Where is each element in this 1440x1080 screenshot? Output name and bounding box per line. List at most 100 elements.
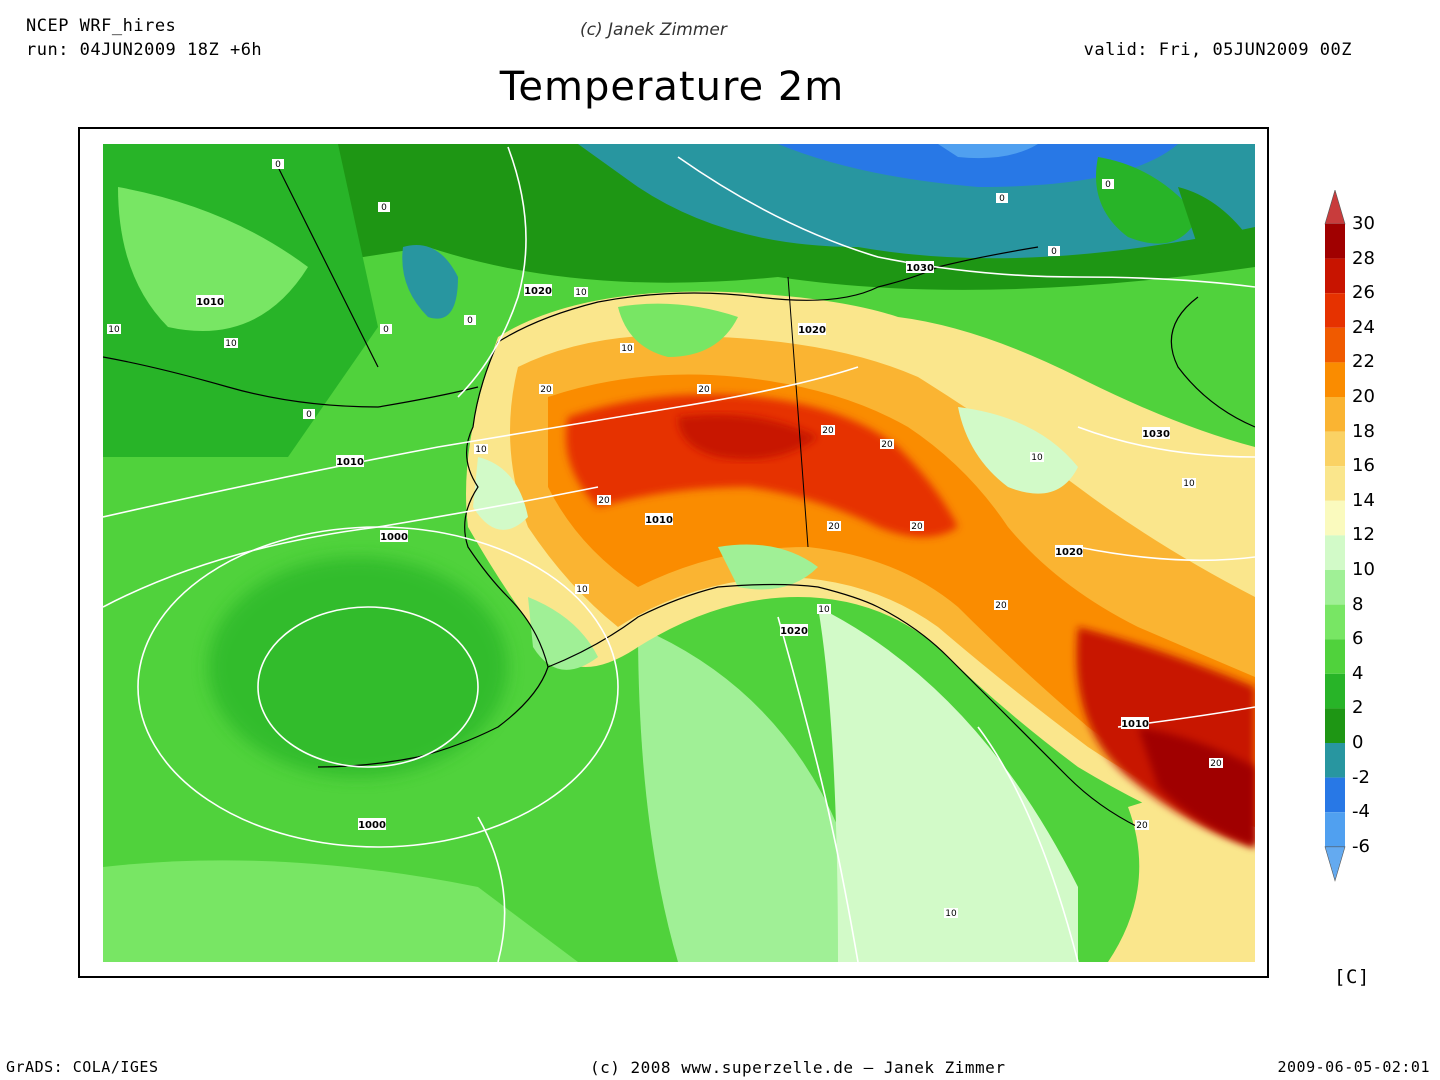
isotherm-label: 10 [817,604,831,615]
field-islands [1096,157,1198,244]
field-islands-2 [1178,187,1248,255]
svg-text:1020: 1020 [780,626,808,637]
isobar-label: 1000 [358,818,386,831]
svg-text:20: 20 [911,522,923,532]
isobar-1030 [677,156,1255,288]
svg-text:10: 10 [475,445,487,455]
svg-text:10: 10 [576,585,588,595]
legend-tick-label: 10 [1352,559,1375,580]
temperature-field [103,144,1255,962]
svg-text:1030: 1030 [906,263,934,274]
temperature-map: 1030 1030 1020 1020 1020 1020 1010 1010 … [103,144,1255,962]
isobar-label: 1010 [336,455,364,468]
legend-tick-label: 2 [1352,697,1364,719]
east-coast [1170,296,1255,428]
legend-box [1325,466,1345,501]
siberia-coast [103,356,479,408]
isotherm-label: 20 [821,425,835,436]
legend-tick-label: 6 [1352,628,1364,650]
legend-box [1325,570,1345,605]
footer-software: GrADS: COLA/IGES [6,1058,159,1076]
isotherm-label: 20 [597,495,611,506]
isobar-1030-east [1077,426,1255,458]
legend-tick-label: -4 [1352,801,1370,823]
isotherm-label: 0 [378,202,390,213]
isotherm-label: 10 [1182,478,1196,489]
isotherm-label: 10 [1030,452,1044,463]
legend-box [1325,431,1345,467]
isotherm-label: 20 [1209,758,1223,769]
isotherm-label: 20 [994,600,1008,611]
svg-text:1000: 1000 [358,820,386,831]
svg-text:1010: 1010 [645,515,673,526]
isobar-label: 1000 [380,530,408,543]
field-10-gulf [638,627,838,962]
isotherm-label: 20 [1135,820,1149,831]
author-credit: (c) Janek Zimmer [580,20,727,40]
legend-box [1325,224,1345,259]
legend-box [1325,812,1345,847]
svg-text:1020: 1020 [798,325,826,336]
run-time: run: 04JUN2009 18Z +6h [26,40,263,60]
field-26-interior [678,414,818,460]
isotherm-label: 10 [107,324,121,335]
legend-tick-label: 24 [1352,316,1375,338]
isobar-1020-east [1077,546,1255,562]
svg-text:0: 0 [275,160,281,170]
svg-text:1010: 1010 [336,457,364,468]
temperature-legend [1324,190,1346,882]
isobar-1000 [103,486,599,608]
legend-box [1325,777,1345,813]
isobar-1020-west [457,146,527,398]
model-name: NCEP WRF_hires [26,16,177,36]
svg-text:10: 10 [108,325,120,335]
field-8-south [103,860,578,962]
svg-text:1020: 1020 [1055,547,1083,558]
legend-box [1325,293,1345,328]
isobar-label: 1020 [1055,545,1083,558]
border-line [787,276,809,548]
isotherm-label: 10 [944,908,958,919]
legend-box [1325,397,1345,432]
legend-boxes [1324,190,1346,882]
svg-text:20: 20 [1136,821,1148,831]
svg-text:0: 0 [467,316,473,326]
isobar-1010 [103,366,859,518]
isobar-label: 1020 [798,323,826,336]
legend-box [1325,604,1345,640]
svg-text:20: 20 [828,522,840,532]
isotherm-label: 0 [272,159,284,170]
legend-tick-label: 20 [1352,386,1375,407]
svg-text:0: 0 [1051,247,1057,257]
isotherm-label: 0 [1048,246,1060,257]
gulf-coast [547,583,1139,828]
isotherm-label: 20 [539,384,553,395]
svg-text:1010: 1010 [1121,719,1149,730]
svg-text:0: 0 [999,194,1005,204]
svg-text:10: 10 [621,344,633,354]
isobar-south [477,816,506,962]
isotherm-label: 10 [575,584,589,595]
isotherm-label: 20 [827,521,841,532]
svg-text:0: 0 [383,325,389,335]
field-yukon-cool [958,407,1078,494]
isobar-label: 1030 [1142,427,1170,440]
field-brooks-cool [618,303,738,357]
svg-text:1000: 1000 [380,532,408,543]
svg-text:20: 20 [995,601,1007,611]
svg-text:10: 10 [1031,453,1043,463]
svg-text:20: 20 [881,440,893,450]
legend-box [1325,673,1345,709]
map-title: Temperature 2m [499,64,845,110]
isotherm-label: 0 [303,409,315,420]
svg-text:10: 10 [818,605,830,615]
field-24-interior [566,394,958,537]
field-west-coast [473,457,528,530]
svg-text:10: 10 [575,288,587,298]
legend-tick-label: -2 [1352,766,1370,788]
legend-box [1325,327,1345,363]
legend-tick-label: 22 [1352,351,1375,373]
isobar-label: 1020 [524,284,552,297]
svg-text:1030: 1030 [1142,429,1170,440]
field-peninsula [528,597,598,670]
